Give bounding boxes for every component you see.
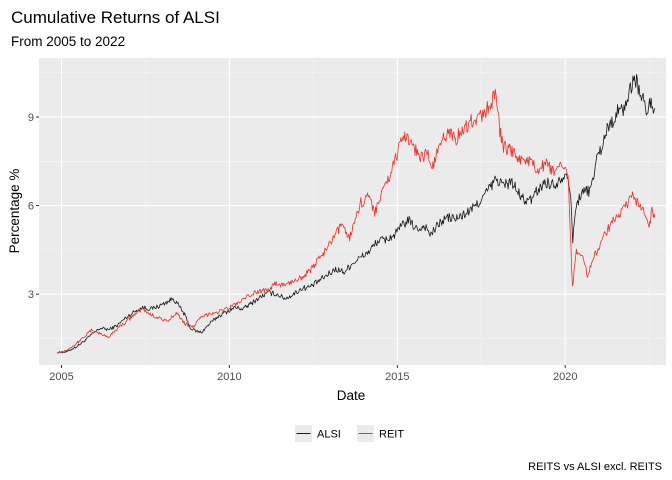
x-axis: 2005 2010 2015 2020 — [49, 365, 577, 383]
x-tick-label: 2005 — [49, 371, 73, 383]
y-tick-label: 6 — [28, 201, 34, 213]
x-axis-title: Date — [337, 388, 366, 403]
plot-panel — [39, 58, 666, 365]
series-line-reit — [56, 88, 656, 354]
legend: ALSI REIT — [295, 425, 404, 442]
y-axis-title: Percentage % — [7, 169, 22, 254]
chart-subtitle: From 2005 to 2022 — [11, 34, 125, 49]
x-tick-label: 2010 — [217, 371, 241, 383]
y-tick-label: 9 — [28, 112, 34, 124]
minor-gridlines — [39, 58, 666, 365]
series-layer — [56, 73, 656, 354]
series-line-alsi — [56, 73, 656, 354]
legend-label-alsi: ALSI — [317, 429, 341, 441]
legend-label-reit: REIT — [379, 429, 404, 441]
y-tick-label: 3 — [28, 289, 34, 301]
major-gridlines — [39, 58, 666, 365]
y-axis: 3 6 9 — [28, 112, 39, 301]
chart-caption: REITS vs ALSI excl. REITS — [528, 461, 662, 473]
chart-title: Cumulative Returns of ALSI — [11, 8, 220, 27]
x-tick-label: 2020 — [553, 371, 577, 383]
x-tick-label: 2015 — [385, 371, 409, 383]
